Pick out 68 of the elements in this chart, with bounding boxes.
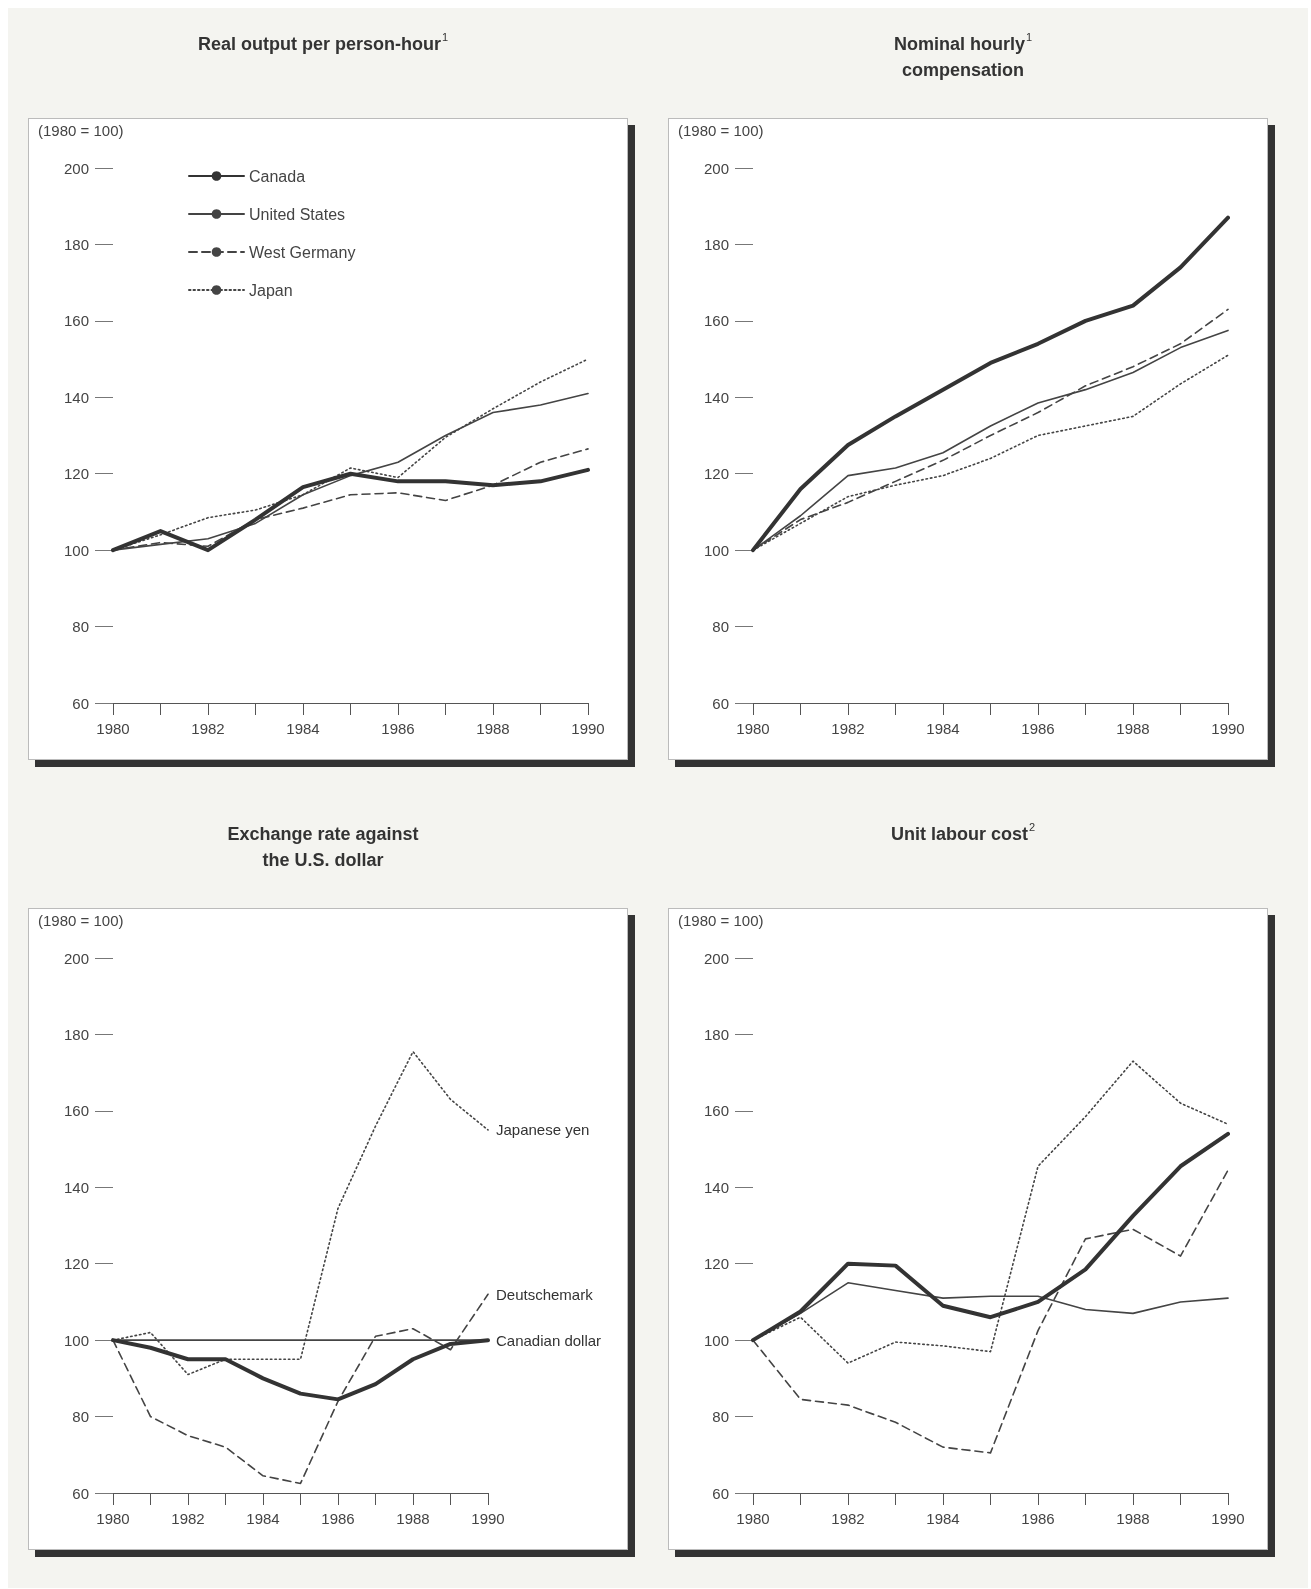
y-tick-label: 160	[703, 312, 729, 330]
x-tick-label: 1982	[831, 1510, 865, 1527]
x-tick-label: 1990	[571, 720, 605, 737]
x-tick-label: 1982	[171, 1510, 205, 1527]
x-tick-label: 1990	[1211, 720, 1245, 737]
y-tick-label: 140	[63, 1178, 89, 1196]
y-tick-label: 140	[63, 388, 89, 406]
x-tick-label: 1980	[96, 1510, 130, 1527]
x-tick-label: 1982	[831, 720, 865, 737]
series-label: Deutschemark	[496, 1285, 594, 1303]
y-tick-label: 160	[63, 1102, 89, 1120]
y-tick-label: 120	[703, 465, 729, 483]
y-tick-label: 120	[703, 1255, 729, 1273]
y-tick-label: 200	[63, 159, 89, 177]
y-tick-label: 180	[63, 1025, 89, 1043]
y-tick-label: 80	[72, 1408, 89, 1426]
y-tick-label: 180	[703, 1025, 729, 1043]
y-tick-label: 200	[703, 949, 729, 967]
y-tick-label: 100	[63, 541, 89, 559]
x-tick-label: 1990	[1211, 1510, 1245, 1527]
y-tick-label: 100	[703, 541, 729, 559]
x-tick-label: 1986	[321, 1510, 355, 1527]
x-tick-label: 1986	[1021, 1510, 1055, 1527]
series-label: Japanese yen	[496, 1121, 590, 1139]
y-tick-label: 160	[703, 1102, 729, 1120]
y-axis-title: (1980 = 100)	[38, 912, 124, 929]
x-tick-label: 1984	[246, 1510, 280, 1527]
y-axis-title: (1980 = 100)	[678, 912, 764, 929]
y-tick-label: 100	[703, 1331, 729, 1349]
legend-label: United States	[249, 205, 346, 223]
x-tick-label: 1984	[926, 720, 960, 737]
y-tick-label: 60	[712, 694, 729, 712]
y-tick-label: 200	[63, 949, 89, 967]
x-tick-label: 1984	[926, 1510, 960, 1527]
x-tick-label: 1988	[1116, 720, 1150, 737]
y-tick-label: 180	[703, 235, 729, 253]
y-axis-title: (1980 = 100)	[38, 122, 124, 139]
y-tick-label: 120	[63, 1255, 89, 1273]
x-tick-label: 1988	[1116, 1510, 1150, 1527]
x-tick-label: 1986	[1021, 720, 1055, 737]
chart-title: Exchange rate against the U.S. dollar	[227, 824, 419, 870]
y-tick-label: 80	[72, 618, 89, 636]
y-tick-label: 140	[703, 1178, 729, 1196]
y-tick-label: 100	[63, 1331, 89, 1349]
x-tick-label: 1990	[471, 1510, 505, 1527]
y-tick-label: 200	[703, 159, 729, 177]
x-tick-label: 1986	[381, 720, 415, 737]
y-tick-label: 180	[63, 235, 89, 253]
x-tick-label: 1984	[286, 720, 320, 737]
legend-label: Japan	[249, 281, 293, 299]
x-tick-label: 1988	[396, 1510, 430, 1527]
y-tick-label: 80	[712, 618, 729, 636]
x-tick-label: 1988	[476, 720, 510, 737]
legend-label: Canada	[249, 167, 306, 185]
legend-label: West Germany	[249, 243, 356, 261]
y-axis-title: (1980 = 100)	[678, 122, 764, 139]
x-tick-label: 1980	[96, 720, 130, 737]
y-tick-label: 120	[63, 465, 89, 483]
y-tick-label: 60	[712, 1484, 729, 1502]
x-tick-label: 1982	[191, 720, 225, 737]
x-tick-label: 1980	[736, 1510, 770, 1527]
y-tick-label: 160	[63, 312, 89, 330]
y-tick-label: 60	[72, 1484, 89, 1502]
y-tick-label: 140	[703, 388, 729, 406]
y-tick-label: 80	[712, 1408, 729, 1426]
x-tick-label: 1980	[736, 720, 770, 737]
series-label: Canadian dollar	[496, 1331, 602, 1349]
y-tick-label: 60	[72, 694, 89, 712]
